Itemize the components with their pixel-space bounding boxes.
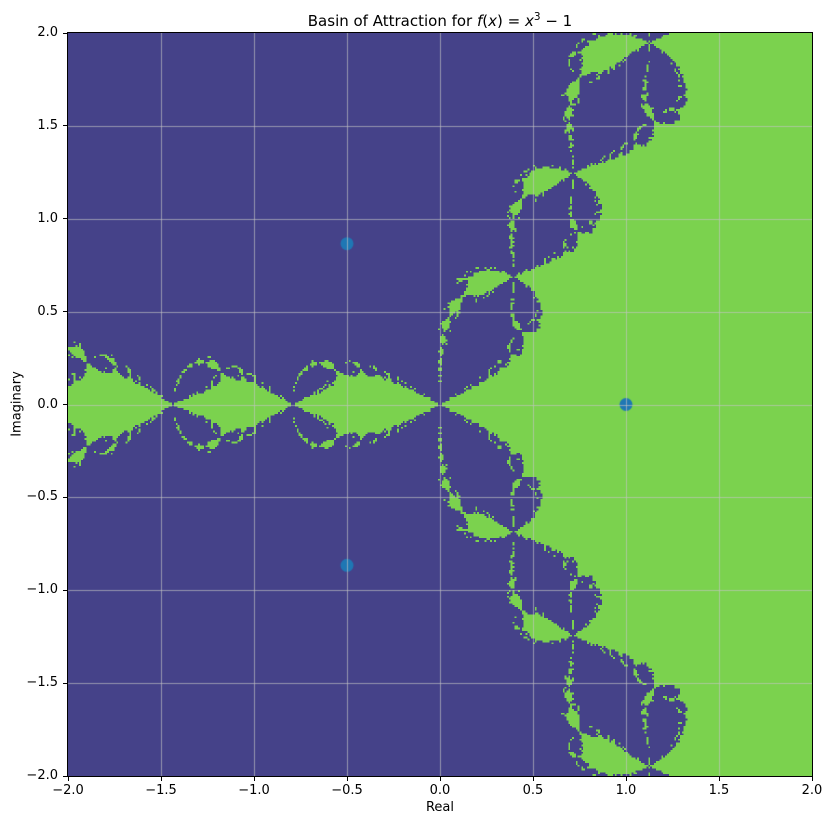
x-tick-label: −1.5 — [145, 783, 177, 798]
y-tick-label: −0.5 — [26, 489, 58, 505]
x-tick-mark — [718, 777, 720, 781]
x-tick-mark — [346, 777, 348, 781]
y-tick-label: 2.0 — [37, 25, 58, 40]
x-tick-label: 0.5 — [522, 783, 544, 798]
x-tick-mark — [811, 777, 813, 781]
title-text: Basin of Attraction for — [307, 12, 477, 30]
x-tick-mark — [439, 777, 441, 781]
y-tick-mark — [63, 311, 67, 313]
y-tick-label: 0.5 — [37, 303, 58, 319]
y-tick-mark — [63, 218, 67, 220]
title-math-tail: − 1 — [540, 12, 573, 30]
y-tick-mark — [63, 404, 67, 405]
y-tick-mark — [63, 32, 67, 34]
chart-title: Basin of Attraction for f(x) = x3 − 1 — [68, 7, 812, 31]
x-tick-label: −2.0 — [52, 783, 84, 798]
title-math-f: f — [477, 12, 483, 30]
title-math-lparen: ( — [482, 12, 489, 30]
plot-area — [67, 32, 813, 777]
y-tick-label: 1.0 — [37, 210, 58, 226]
y-tick-mark — [63, 682, 67, 684]
x-tick-label: −0.5 — [331, 783, 363, 798]
overlay-canvas — [68, 33, 812, 776]
y-tick-label: −2.0 — [26, 768, 58, 783]
title-math-equals: ) = — [497, 12, 525, 30]
x-tick-mark — [532, 777, 534, 781]
y-tick-label: 0.0 — [37, 396, 58, 412]
y-tick-mark — [63, 125, 67, 127]
x-tick-mark — [625, 777, 627, 781]
x-axis-label: Real — [425, 800, 455, 815]
y-tick-mark — [63, 589, 67, 591]
x-tick-label: 1.5 — [708, 783, 730, 798]
title-math-x-base: x — [525, 12, 534, 30]
y-tick-mark — [63, 775, 67, 777]
x-tick-mark — [67, 777, 69, 781]
x-tick-label: 0.0 — [429, 783, 451, 798]
title-math-exponent: 3 — [533, 11, 541, 23]
y-tick-mark — [63, 496, 67, 498]
x-tick-mark — [253, 777, 255, 781]
title-math-x-arg: x — [488, 12, 498, 30]
y-tick-label: 1.5 — [37, 117, 58, 133]
x-tick-mark — [160, 777, 162, 781]
x-tick-label: −1.0 — [238, 783, 270, 798]
y-tick-label: −1.5 — [26, 675, 58, 691]
y-tick-label: −1.0 — [26, 582, 58, 598]
x-tick-label: 1.0 — [615, 783, 637, 798]
x-tick-label: 2.0 — [801, 783, 823, 798]
